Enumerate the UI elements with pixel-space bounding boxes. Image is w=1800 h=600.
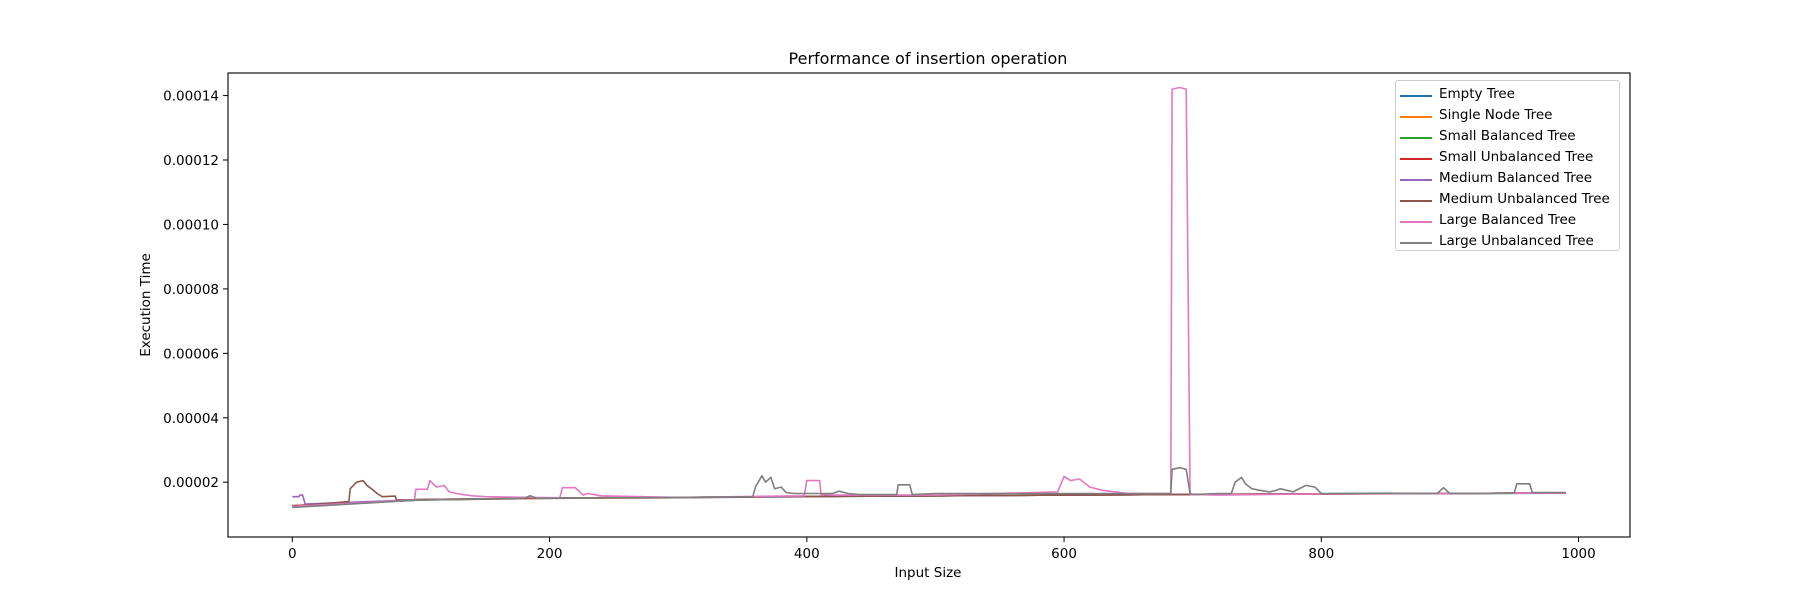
legend-swatch	[1400, 179, 1432, 181]
legend-item: Large Balanced Tree	[1396, 211, 1619, 232]
legend-swatch	[1400, 242, 1432, 244]
y-tick-label: 0.00008	[163, 282, 219, 298]
legend-swatch	[1400, 221, 1432, 223]
legend-item: Small Balanced Tree	[1396, 127, 1619, 148]
legend-label: Empty Tree	[1439, 86, 1515, 102]
legend-item: Small Unbalanced Tree	[1396, 148, 1619, 169]
legend-swatch	[1400, 158, 1432, 160]
x-axis-label: Input Size	[895, 565, 962, 581]
chart-title: Performance of insertion operation	[789, 49, 1068, 68]
legend-label: Large Unbalanced Tree	[1439, 233, 1594, 249]
series-line-6	[292, 86, 1566, 508]
y-tick-label: 0.00006	[163, 346, 219, 362]
y-tick-label: 0.00012	[163, 153, 219, 169]
y-tick-label: 0.00004	[163, 411, 219, 427]
plot-frame	[227, 72, 1631, 538]
legend-item: Large Unbalanced Tree	[1396, 232, 1619, 253]
legend-swatch	[1400, 116, 1432, 118]
x-tick-label: 400	[794, 546, 820, 562]
legend-label: Medium Balanced Tree	[1439, 170, 1593, 186]
x-tick-label: 200	[537, 546, 563, 562]
x-tick-label: 0	[288, 546, 297, 562]
y-tick-label: 0.00002	[163, 475, 219, 491]
legend-item: Empty Tree	[1396, 85, 1619, 106]
legend-item: Medium Balanced Tree	[1396, 169, 1619, 190]
legend-swatch	[1400, 137, 1432, 139]
y-tick-label: 0.00014	[163, 89, 219, 105]
legend-item: Single Node Tree	[1396, 106, 1619, 127]
legend-label: Small Balanced Tree	[1439, 128, 1576, 144]
legend-item: Medium Unbalanced Tree	[1396, 190, 1619, 211]
legend-swatch	[1400, 95, 1432, 97]
x-tick-label: 800	[1308, 546, 1334, 562]
legend-label: Medium Unbalanced Tree	[1439, 191, 1610, 207]
x-axis: 0 200 400 600 800 1000	[288, 537, 1596, 562]
series-line-7	[292, 466, 1566, 509]
legend: Empty Tree Single Node Tree Small Balanced…	[1395, 80, 1620, 251]
series-lines	[292, 86, 1566, 509]
y-axis: 0.00002 0.00004 0.00006 0.00008 0.00010 0.000…	[163, 89, 228, 491]
x-tick-label: 1000	[1561, 546, 1595, 562]
legend-label: Small Unbalanced Tree	[1439, 149, 1594, 165]
legend-label: Large Balanced Tree	[1439, 212, 1577, 228]
x-tick-label: 600	[1051, 546, 1077, 562]
y-tick-label: 0.00010	[163, 217, 219, 233]
y-axis-label: Execution Time	[138, 253, 154, 357]
legend-swatch	[1400, 200, 1432, 202]
legend-label: Single Node Tree	[1439, 107, 1553, 123]
